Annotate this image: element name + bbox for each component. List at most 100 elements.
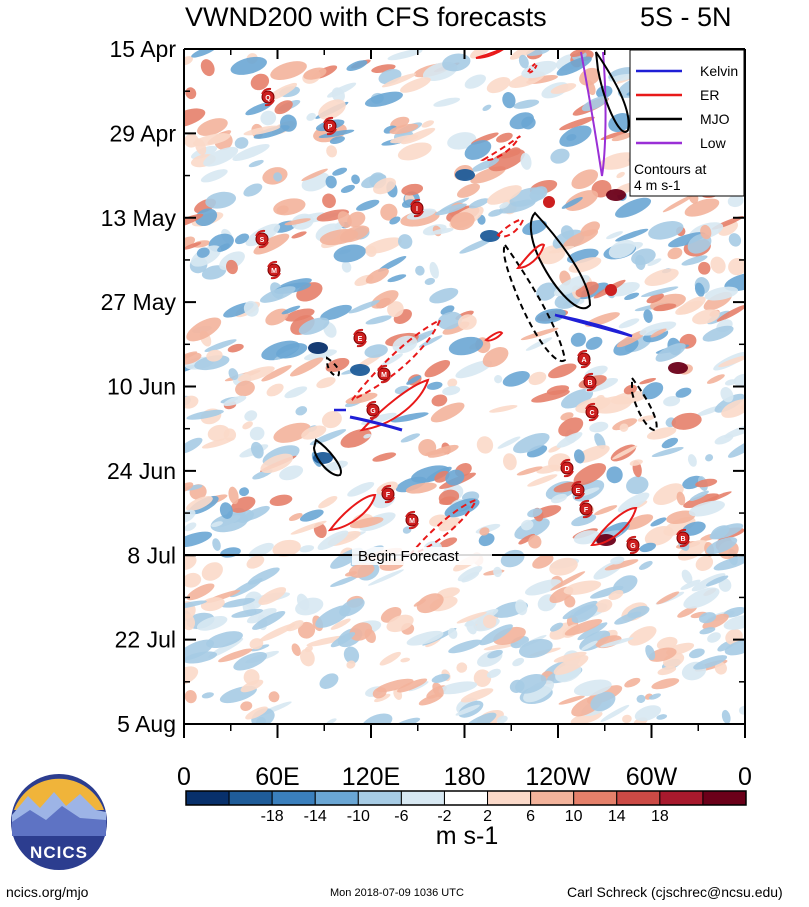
anomaly-cell [667, 247, 683, 260]
anomaly-cell [390, 134, 419, 144]
x-tick-label: 120W [525, 763, 591, 791]
anomaly-cell [634, 705, 662, 722]
storm-marker: A [577, 349, 591, 369]
anomaly-cell [629, 459, 643, 466]
colorbar: -18 -14 -10 -6 -2 2 6 10 14 18 [185, 790, 747, 825]
anomaly-cell [400, 657, 411, 663]
anomaly-cell [185, 87, 197, 100]
mjo-contour [595, 51, 630, 133]
colorbar-swatch [271, 790, 316, 806]
anomaly-cell [223, 395, 247, 407]
anomaly-cell [585, 336, 603, 350]
storm-marker [543, 196, 617, 296]
colorbar-unit: m s-1 [436, 822, 499, 850]
anomaly-cell [266, 383, 284, 397]
colorbar-tick-label: 2 [483, 808, 492, 825]
y-tick-label: 29 Apr [110, 120, 177, 146]
anomaly-cell [560, 388, 594, 409]
anomaly-cell [724, 639, 745, 656]
anomaly-cell [205, 191, 237, 209]
anomaly-cell [535, 308, 566, 324]
region-label: 5S - 5N [640, 2, 732, 32]
anomaly-cell [186, 409, 224, 420]
anomaly-cell [207, 424, 230, 442]
anomaly-cell [418, 335, 443, 348]
anomaly-cell [608, 590, 624, 601]
anomaly-cell [455, 704, 480, 716]
anomaly-cell [627, 626, 657, 646]
anomaly-cell [416, 593, 444, 614]
anomaly-cell [528, 535, 542, 549]
storm-marker: S [255, 229, 269, 249]
anomaly-cell [651, 678, 680, 690]
svg-text:D: D [564, 466, 569, 473]
anomaly-cell [688, 648, 705, 659]
anomaly-cell [531, 389, 570, 403]
anomaly-cell [581, 96, 609, 112]
anomaly-cell [439, 496, 457, 505]
anomaly-cell [365, 315, 392, 325]
anomaly-cell [210, 513, 249, 533]
anomaly-cell [479, 527, 490, 536]
anomaly-cell [400, 433, 420, 443]
anomaly-cell [197, 118, 228, 136]
anomaly-cell [380, 203, 398, 221]
colorbar-tick-label: -10 [347, 808, 370, 825]
anomaly-cell [301, 168, 328, 182]
anomaly-cell [610, 556, 625, 565]
anomaly-cell [347, 211, 366, 228]
anomaly-cell [599, 152, 638, 170]
svg-text:B: B [680, 536, 685, 543]
footer-timestamp: Mon 2018-07-09 1036 UTC [330, 887, 464, 899]
anomaly-cell [234, 137, 249, 149]
anomaly-cell [520, 152, 532, 170]
er-contour [496, 218, 525, 238]
anomaly-cell [694, 282, 705, 297]
anomaly-cell [498, 199, 536, 214]
anomaly-cell [184, 509, 196, 524]
er-contour [484, 331, 504, 342]
anomaly-cell [606, 231, 623, 240]
anomaly-cell [724, 424, 745, 438]
anomaly-cell [622, 714, 632, 724]
anomaly-cell [284, 308, 315, 322]
anomaly-cell [184, 690, 197, 704]
anomaly-cell [418, 693, 443, 706]
anomaly-cell [643, 309, 653, 323]
anomaly-cell [617, 492, 650, 513]
anomaly-cell [186, 496, 213, 511]
anomaly-cell [195, 208, 218, 227]
anomaly-cell [364, 91, 403, 107]
anomaly-cell [513, 99, 540, 109]
anomaly-cell [728, 233, 742, 247]
anomaly-cell [458, 314, 477, 330]
anomaly-cell [221, 598, 255, 608]
anomaly-cell [718, 355, 745, 368]
anomaly-cell [281, 305, 301, 315]
anomaly-cell [688, 500, 725, 517]
anomaly-cell [270, 61, 307, 80]
anomaly-cell [253, 233, 290, 255]
anomaly-cell [724, 272, 745, 292]
anomaly-cell [609, 281, 640, 297]
anomaly-cell [705, 454, 714, 462]
anomaly-cell [642, 382, 664, 400]
anomaly-cell [645, 645, 656, 661]
anomaly-cell [478, 533, 495, 547]
anomaly-cell [184, 555, 197, 570]
anomaly-cell [316, 377, 336, 389]
anomaly-cell [661, 437, 679, 449]
anomaly-cell [500, 150, 520, 159]
anomaly-cell [186, 317, 222, 342]
legend: Kelvin ER MJO Low Contours at4 m s-1 [629, 49, 745, 197]
anomaly-cell [348, 562, 375, 578]
svg-text:M: M [409, 518, 415, 525]
x-tick-label: 0 [738, 763, 752, 791]
anomaly-cell [330, 618, 351, 630]
anomaly-cell [389, 123, 419, 135]
anomaly-cell [644, 268, 679, 287]
anomaly-cell [306, 635, 346, 647]
anomaly-cell [727, 438, 745, 458]
anomaly-cell [573, 463, 607, 486]
anomaly-cell [624, 292, 640, 300]
